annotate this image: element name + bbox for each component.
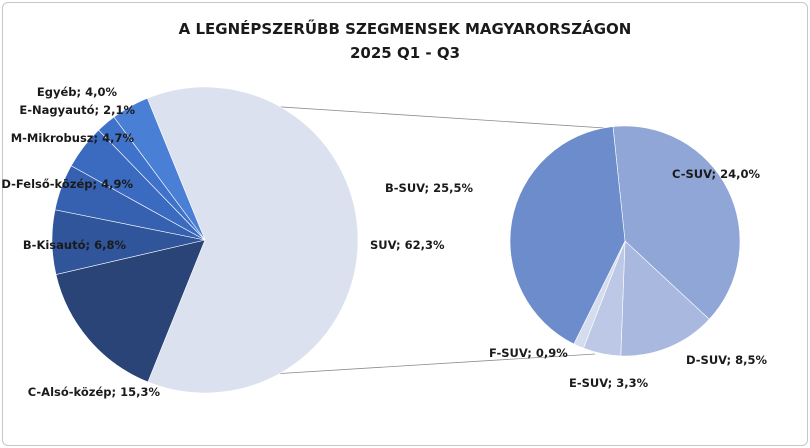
pie-slice-d-suv bbox=[620, 240, 710, 357]
slice-label-egyeb: Egyéb; 4,0% bbox=[37, 85, 118, 99]
pie-slice-c-suv bbox=[612, 125, 741, 320]
slice-label-b-suv: B-SUV; 25,5% bbox=[385, 181, 474, 195]
slice-label-f-suv: F-SUV; 0,9% bbox=[489, 346, 568, 360]
slice-label-e-nagyauto: E-Nagyautó; 2,1% bbox=[19, 103, 135, 117]
chart-title: A LEGNÉPSZERŰBB SZEGMENSEK MAGYARORSZÁGO… bbox=[179, 18, 632, 38]
slice-label-e-suv: E-SUV; 3,3% bbox=[569, 376, 649, 390]
pie-slice-b-suv bbox=[509, 126, 626, 345]
chart-subtitle: 2025 Q1 - Q3 bbox=[350, 44, 460, 62]
slice-label-c-also-kozep: C-Alsó-közép; 15,3% bbox=[28, 385, 161, 399]
pie-slice-suv bbox=[146, 86, 359, 394]
pie-slice-egyeb bbox=[113, 97, 206, 241]
pie-slice-c-also-kozep bbox=[55, 239, 206, 383]
slice-label-d-suv: D-SUV; 8,5% bbox=[686, 353, 768, 367]
slice-label-c-suv: C-SUV; 24,0% bbox=[672, 167, 760, 181]
slice-label-b-kisauto: B-Kisautó; 6,8% bbox=[23, 238, 127, 252]
main-pie bbox=[51, 86, 359, 394]
slice-label-d-felso-kozep: D-Felső-közép; 4,9% bbox=[1, 177, 133, 191]
slice-label-m-mikrobusz: M-Mikrobusz; 4,7% bbox=[11, 131, 135, 145]
sub-pie bbox=[509, 125, 741, 357]
slice-label-suv: SUV; 62,3% bbox=[370, 238, 445, 252]
